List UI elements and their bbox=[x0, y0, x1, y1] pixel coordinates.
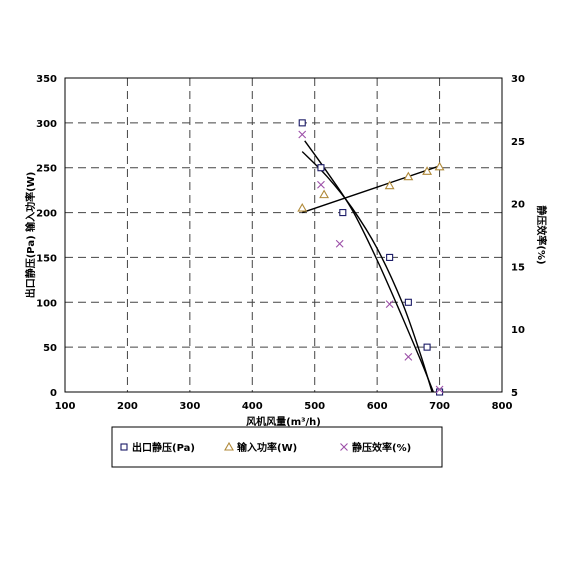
y-left-tick-label: 0 bbox=[50, 388, 57, 399]
tick-labels: 100 200 300 400 500 600 700 800 0 50 100 150 200 250 3… bbox=[36, 74, 525, 412]
fit-lines bbox=[301, 140, 440, 393]
x-tick-label: 400 bbox=[242, 401, 263, 412]
x-tick-label: 800 bbox=[492, 401, 513, 412]
data-points bbox=[297, 119, 445, 396]
data-point bbox=[423, 343, 431, 351]
data-point bbox=[385, 300, 394, 308]
data-point bbox=[384, 180, 395, 190]
x-axis-label: 风机风量(m³/h) bbox=[246, 415, 321, 428]
data-point bbox=[297, 202, 308, 212]
grid bbox=[65, 78, 502, 392]
legend-marker bbox=[340, 443, 348, 451]
legend: 出口静压(Pa) 输入功率(W) 静压效率(%) bbox=[111, 426, 443, 468]
y-left-tick-label: 350 bbox=[36, 74, 57, 85]
data-point bbox=[422, 166, 433, 175]
data-point bbox=[404, 352, 413, 361]
y-axis-right-label: 静压效率(%) bbox=[535, 205, 548, 264]
data-point bbox=[339, 209, 347, 217]
y-right-tick-label: 20 bbox=[511, 200, 525, 211]
data-point bbox=[434, 161, 445, 171]
legend-label: 静压效率(%) bbox=[352, 441, 411, 454]
fit-line bbox=[302, 165, 440, 214]
data-point bbox=[386, 253, 394, 261]
data-point bbox=[319, 189, 330, 199]
legend-label: 输入功率(W) bbox=[237, 441, 297, 454]
y-right-tick-label: 5 bbox=[511, 388, 518, 399]
y-left-tick-label: 100 bbox=[36, 298, 57, 309]
y-left-tick-label: 200 bbox=[36, 209, 57, 220]
legend-label: 出口静压(Pa) bbox=[132, 441, 195, 454]
plot-area bbox=[64, 77, 503, 393]
data-point bbox=[298, 119, 306, 127]
fit-line bbox=[304, 140, 434, 393]
y-left-tick-label: 50 bbox=[43, 343, 57, 354]
y-right-tick-label: 15 bbox=[511, 262, 525, 273]
fit-line bbox=[301, 151, 433, 393]
y-right-tick-label: 25 bbox=[511, 137, 525, 148]
x-tick-label: 600 bbox=[367, 401, 388, 412]
data-point bbox=[317, 180, 325, 189]
legend-item: 出口静压(Pa) bbox=[120, 441, 195, 454]
y-left-tick-label: 300 bbox=[36, 119, 57, 130]
legend-marker bbox=[120, 443, 128, 451]
y-left-tick-label: 150 bbox=[36, 253, 57, 264]
x-tick-label: 100 bbox=[55, 401, 76, 412]
legend-item: 静压效率(%) bbox=[340, 441, 411, 454]
data-point bbox=[435, 385, 444, 394]
data-point bbox=[403, 171, 414, 181]
x-tick-label: 500 bbox=[304, 401, 325, 412]
y-right-tick-label: 10 bbox=[511, 325, 525, 336]
legend-box bbox=[111, 426, 443, 468]
x-tick-label: 700 bbox=[429, 401, 450, 412]
y-axis-left-label: 出口静压(Pa) 输入功率(W) bbox=[24, 172, 37, 299]
y-right-tick-label: 30 bbox=[511, 74, 525, 85]
legend-item: 输入功率(W) bbox=[224, 441, 297, 454]
data-point bbox=[317, 164, 325, 172]
x-tick-label: 200 bbox=[117, 401, 138, 412]
legend-marker bbox=[224, 441, 234, 451]
y-left-tick-label: 250 bbox=[36, 164, 57, 175]
data-point bbox=[335, 239, 344, 248]
x-tick-label: 300 bbox=[179, 401, 200, 412]
data-point bbox=[404, 298, 412, 306]
data-point bbox=[298, 130, 307, 139]
